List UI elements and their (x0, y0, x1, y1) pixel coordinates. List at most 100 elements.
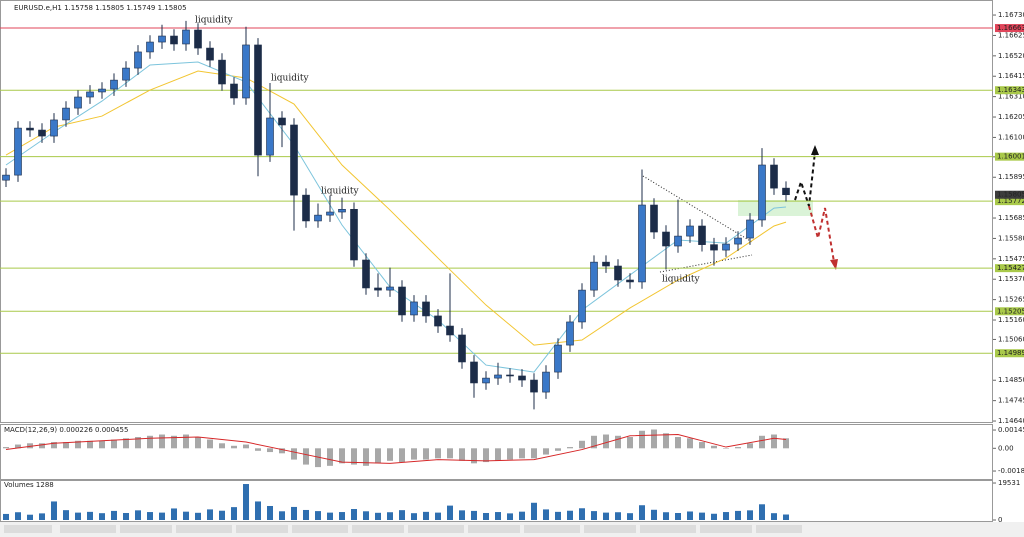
candle-body (338, 208, 346, 213)
candle-body (26, 127, 34, 131)
bar (255, 501, 261, 520)
bar (759, 504, 765, 520)
bar (207, 509, 213, 520)
candle-body (470, 361, 478, 384)
bar (123, 512, 129, 520)
bar (783, 438, 789, 449)
bar (519, 448, 525, 459)
candle-body (686, 225, 694, 237)
bar (219, 510, 225, 520)
bar (27, 514, 33, 520)
y-tick-label: 1.15685 (998, 214, 1024, 222)
bar (267, 505, 273, 520)
bar (219, 443, 225, 449)
y-tick-label: 1.15370 (998, 275, 1024, 283)
bar (687, 511, 693, 520)
bar (159, 512, 165, 520)
indicator-line (5, 70, 787, 346)
candle-body (758, 164, 766, 221)
candle-body (386, 286, 394, 291)
arrow-down (808, 205, 835, 263)
bar (495, 512, 501, 520)
candle-body (266, 117, 274, 156)
level-box (995, 152, 1024, 161)
bar (699, 512, 705, 520)
candle-body (674, 235, 682, 247)
candle-body (422, 301, 430, 317)
plot: 1.16730 1.16625 1.16520 1.16415 1.16310 1.162… (0, 11, 1024, 524)
volume-title: Volumes 1288 (4, 481, 54, 489)
candle-body (710, 244, 718, 251)
candle-body (194, 29, 202, 49)
bar (639, 430, 645, 449)
bar (531, 448, 537, 459)
candle-body (566, 321, 574, 346)
y-tick-label: 1.16205 (998, 113, 1024, 121)
bar (675, 512, 681, 520)
bar (459, 510, 465, 520)
candle-body (398, 286, 406, 316)
price-panel (0, 0, 993, 423)
level-label: 1.14989 (997, 349, 1024, 357)
candle-body (170, 35, 178, 45)
bar (3, 447, 9, 449)
bar (663, 433, 669, 449)
level-label: 1.15427 (997, 264, 1024, 272)
bar (135, 437, 141, 449)
bar (171, 435, 177, 449)
candle-body (542, 371, 550, 393)
y-tick-label: 0.00 (998, 444, 1014, 452)
bar (543, 509, 549, 520)
bar (279, 448, 285, 454)
candle-body (218, 59, 226, 85)
bar (615, 435, 621, 449)
bar (519, 511, 525, 520)
bar (399, 448, 405, 463)
arrow-up (794, 151, 816, 207)
candle-body (38, 129, 46, 137)
bar (171, 508, 177, 520)
level-box (995, 197, 1024, 206)
y-tick-label: 1.15160 (998, 316, 1024, 324)
y-tick-label: 1.15580 (998, 234, 1024, 242)
bar (15, 512, 21, 520)
bar (291, 506, 297, 520)
candle-body (362, 259, 370, 289)
level-label: 1.16001 (997, 153, 1024, 161)
bar (147, 512, 153, 520)
candle-body (650, 204, 658, 233)
bar (147, 435, 153, 449)
candle-body (506, 374, 514, 377)
level-label: 1.15205 (997, 307, 1024, 315)
bar (627, 513, 633, 520)
bar (423, 448, 429, 460)
candle-body (110, 79, 118, 90)
bar (615, 512, 621, 520)
level-box (995, 307, 1024, 316)
y-tick-label: 19531 (998, 479, 1020, 487)
bar (159, 434, 165, 449)
y-tick-label: 0.001458 (998, 426, 1024, 434)
bar (567, 447, 573, 449)
bar (567, 510, 573, 520)
bar (399, 510, 405, 520)
bar (339, 448, 345, 464)
bar (651, 429, 657, 449)
y-tick-label: 1.16310 (998, 93, 1024, 101)
annotation: liquidity (271, 74, 309, 84)
trendline (659, 254, 753, 273)
arrowhead (830, 259, 838, 270)
candle-body (146, 41, 154, 53)
candle-body (782, 187, 790, 196)
candle-body (134, 51, 142, 69)
y-tick-label: 1.14745 (998, 397, 1024, 405)
bar (363, 511, 369, 520)
bar (207, 439, 213, 449)
bar (735, 510, 741, 520)
candle-body (482, 377, 490, 384)
macd-title: MACD(12,26,9) 0.000226 0.000455 (4, 426, 128, 434)
bar (447, 448, 453, 459)
bar (471, 448, 477, 464)
bar (495, 448, 501, 461)
y-tick-label: 1.14850 (998, 376, 1024, 384)
